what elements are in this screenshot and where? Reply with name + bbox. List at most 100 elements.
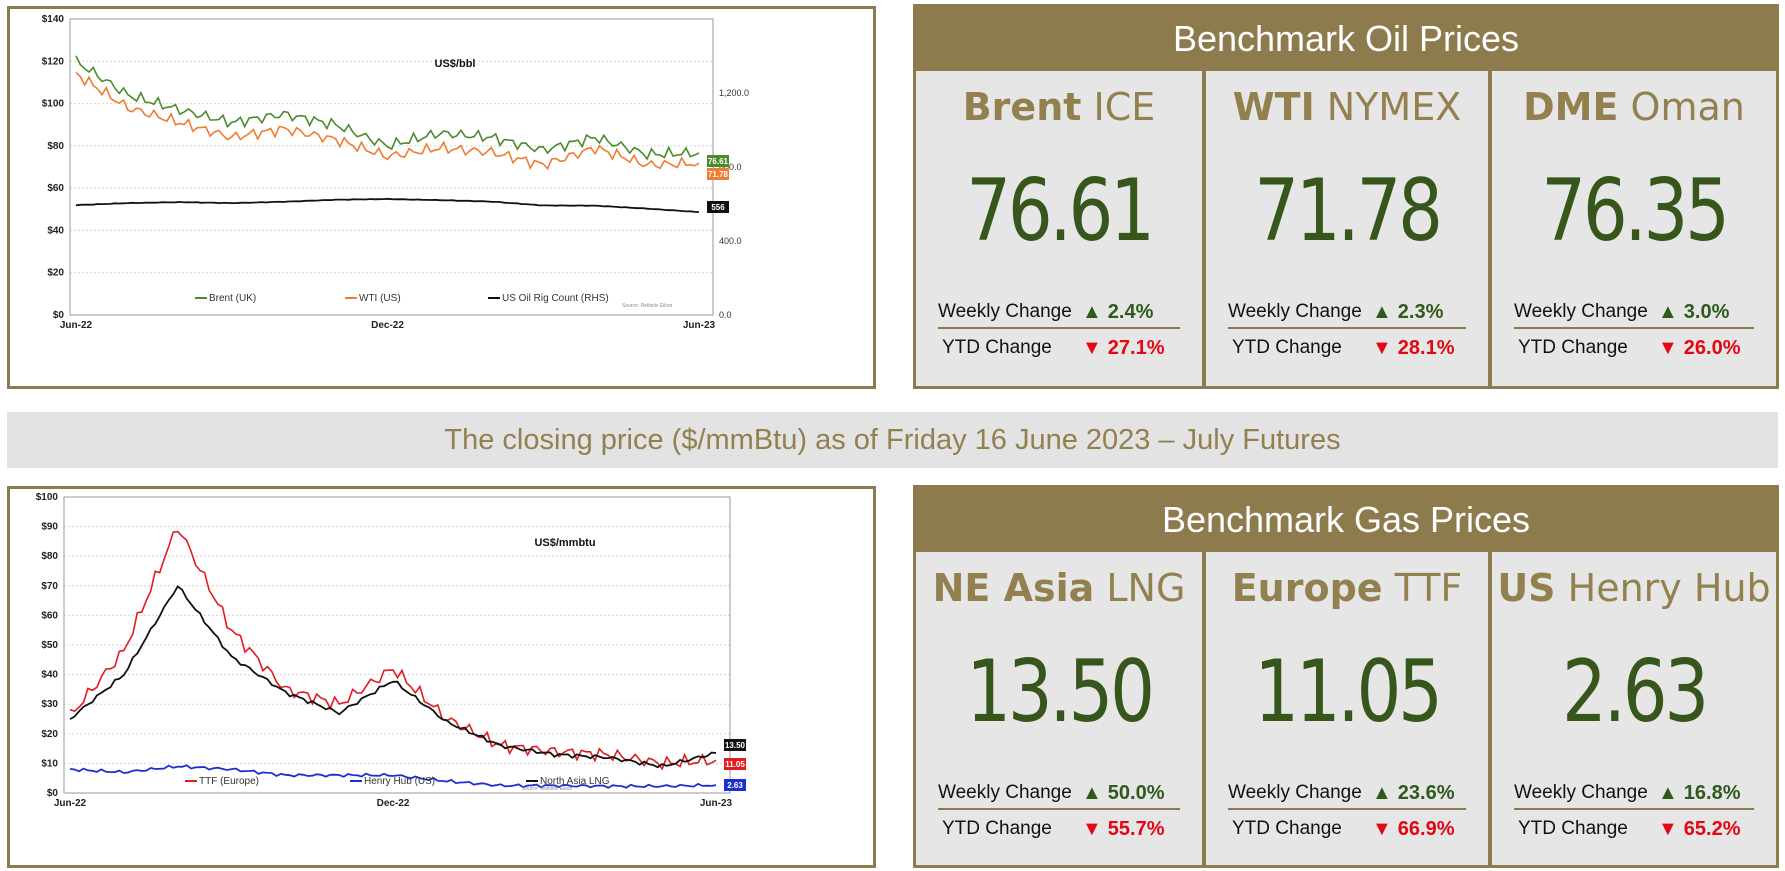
down-arrow-icon: ▼ [1658, 817, 1678, 840]
series-end-label-box [724, 739, 746, 751]
price-value: 76.61 [966, 161, 1155, 261]
ytd-change-value: 27.1% [1107, 336, 1165, 359]
y-tick-label: $60 [41, 610, 58, 621]
oil-cell-wti: WTI NYMEX 71.78 Weekly Change ▲ 2.3% YTD C… [1202, 71, 1488, 386]
weekly-change-row: Weekly Change ▲ 23.6% [1228, 778, 1466, 810]
cell-name-rest: TTF [1382, 566, 1463, 610]
oil-chart-svg: $0 $20 $40 $60 $80 $100 $120 $140 0.0 400.0 800.0 1… [42, 14, 749, 331]
cell-name-rest: Oman [1618, 85, 1745, 129]
y-tick-label: $40 [47, 225, 64, 236]
gas-cell-europe-ttf: Europe TTF 11.05 Weekly Change ▲ 23.6% YTD… [1202, 552, 1488, 865]
cell-name-bold: NE Asia [932, 566, 1095, 610]
gas-cell-ne-asia-lng: NE Asia LNG 13.50 Weekly Change ▲ 50.0% YT… [916, 552, 1202, 865]
y-tick-label: $30 [41, 699, 58, 710]
weekly-change-label: Weekly Change [1514, 782, 1648, 803]
ytd-change-value: 66.9% [1397, 817, 1455, 840]
gas-cell-us-henry-hub: US Henry Hub 2.63 Weekly Change ▲ 16.8% YT… [1488, 552, 1776, 865]
cell-name-rest: Henry Hub [1555, 566, 1771, 610]
series-end-label-box [724, 779, 746, 791]
weekly-change-value: 23.6% [1397, 781, 1455, 804]
cell-name-rest: NYMEX [1314, 85, 1462, 129]
gas-panel-title: Benchmark Gas Prices [916, 488, 1776, 552]
cell-title: DME Oman [1492, 85, 1776, 129]
ytd-change-row: YTD Change ▼ 26.0% [1514, 333, 1754, 363]
oil-cell-brent: Brent ICE 76.61 Weekly Change ▲ 2.4% YTD C… [916, 71, 1202, 386]
down-arrow-icon: ▼ [1082, 336, 1102, 359]
weekly-change-value: 50.0% [1107, 781, 1165, 804]
up-arrow-icon: ▲ [1082, 781, 1102, 804]
y-tick-label: $10 [41, 758, 58, 769]
weekly-change-value: 3.0% [1683, 300, 1730, 323]
series-line [75, 55, 700, 161]
down-arrow-icon: ▼ [1372, 817, 1392, 840]
ytd-change-label: YTD Change [942, 818, 1052, 839]
cell-title: US Henry Hub [1492, 566, 1776, 610]
weekly-change-label: Weekly Change [938, 301, 1072, 322]
down-arrow-icon: ▼ [1658, 336, 1678, 359]
cell-title: NE Asia LNG [916, 566, 1202, 610]
y-tick-label: $40 [41, 670, 58, 681]
series-end-label-box [707, 155, 729, 167]
series-line [69, 530, 717, 771]
up-arrow-icon: ▲ [1658, 781, 1678, 804]
ytd-change-value: 55.7% [1107, 817, 1165, 840]
y-tick-label: $140 [42, 14, 65, 25]
series-end-label-box [707, 168, 729, 180]
legend-label: TTF (Europe) [199, 776, 259, 787]
x-tick-label: Dec-22 [377, 798, 410, 809]
legend-label: WTI (US) [359, 293, 401, 304]
up-arrow-icon: ▲ [1658, 300, 1678, 323]
up-arrow-icon: ▲ [1372, 781, 1392, 804]
weekly-change-label: Weekly Change [938, 782, 1072, 803]
gas-chart-svg: $0 $10 $20 $30 $40 $50 $60 $70 $80 $90 $100 Jun-22 D… [36, 492, 746, 809]
weekly-change-value: 16.8% [1683, 781, 1741, 804]
ytd-change-row: YTD Change ▼ 65.2% [1514, 814, 1754, 844]
weekly-change-label: Weekly Change [1228, 301, 1362, 322]
plot-area-frame [69, 18, 714, 316]
chart-title: US$/mmbtu [534, 537, 595, 549]
series-end-label: 2.63 [727, 781, 743, 790]
down-arrow-icon: ▼ [1082, 817, 1102, 840]
source-note: Source: Refinitiv Eikon [522, 786, 573, 792]
series-line [69, 585, 717, 769]
legend-label: US Oil Rig Count (RHS) [502, 293, 609, 304]
ytd-change-label: YTD Change [1518, 337, 1628, 358]
cell-title: Europe TTF [1206, 566, 1488, 610]
weekly-change-row: Weekly Change ▲ 50.0% [938, 778, 1180, 810]
legend-label: Brent (UK) [209, 293, 256, 304]
oil-price-chart: $0 $20 $40 $60 $80 $100 $120 $140 0.0 400.0 800.0 1… [7, 6, 876, 389]
y2-tick-label: 400.0 [719, 236, 742, 246]
x-tick-label: Dec-22 [371, 320, 404, 331]
series-end-label: 556 [711, 203, 725, 212]
closing-price-banner: The closing price ($/mmBtu) as of Friday… [7, 412, 1778, 468]
price-value: 11.05 [1254, 642, 1443, 742]
oil-price-panel: Benchmark Oil Prices Brent ICE 76.61 Wee… [913, 4, 1779, 389]
series-line [75, 197, 700, 213]
x-tick-label: Jun-22 [60, 320, 93, 331]
price-value: 76.35 [1541, 161, 1730, 261]
weekly-change-label: Weekly Change [1514, 301, 1648, 322]
x-tick-label: Jun-23 [683, 320, 716, 331]
ytd-change-label: YTD Change [1232, 337, 1342, 358]
oil-cell-dme: DME Oman 76.35 Weekly Change ▲ 3.0% YTD Ch… [1488, 71, 1776, 386]
x-tick-label: Jun-22 [54, 798, 87, 809]
series-end-label: 13.50 [725, 741, 746, 750]
cell-name-bold: Brent [962, 85, 1082, 129]
weekly-change-value: 2.3% [1397, 300, 1444, 323]
y-tick-label: $50 [41, 640, 58, 651]
y-tick-label: $120 [42, 56, 65, 67]
ytd-change-value: 26.0% [1683, 336, 1741, 359]
y2-tick-label: 0.0 [719, 310, 732, 320]
cell-title: Brent ICE [916, 85, 1202, 129]
up-arrow-icon: ▲ [1372, 300, 1392, 323]
ytd-change-value: 28.1% [1397, 336, 1455, 359]
y-tick-label: $100 [42, 99, 65, 110]
cell-name-bold: US [1497, 566, 1556, 610]
y2-tick-label: 1,200.0 [719, 88, 749, 98]
down-arrow-icon: ▼ [1372, 336, 1392, 359]
y-tick-label: $70 [41, 581, 58, 592]
ytd-change-label: YTD Change [1232, 818, 1342, 839]
cell-name-rest: LNG [1094, 566, 1186, 610]
ytd-change-label: YTD Change [942, 337, 1052, 358]
legend-label: North Asia LNG [540, 776, 610, 787]
